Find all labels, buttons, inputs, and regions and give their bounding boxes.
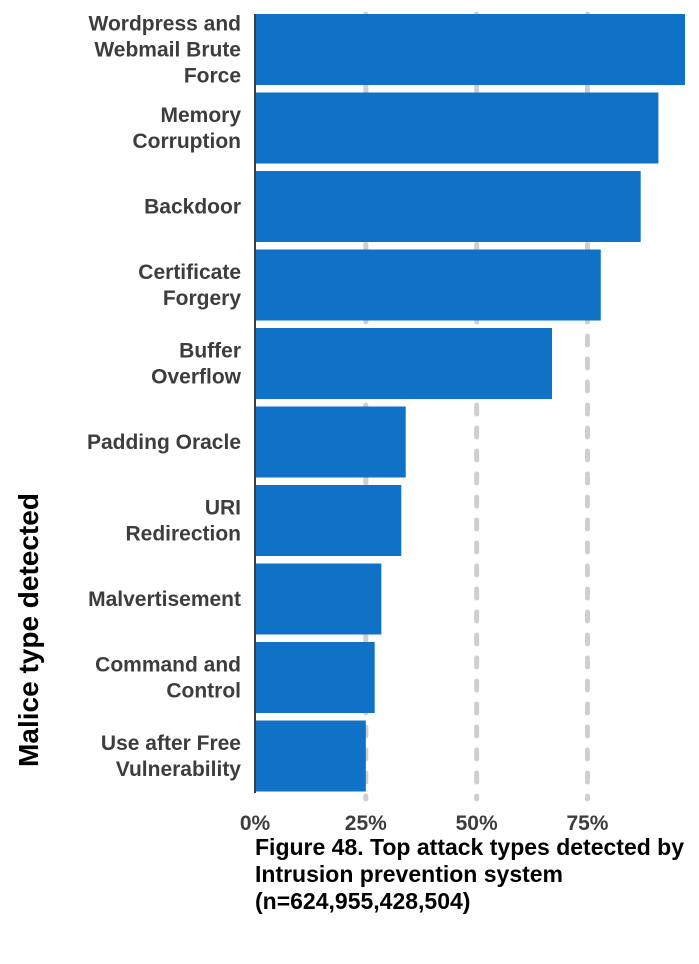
category-label-10: Use after Free Vulnerability <box>101 732 241 781</box>
x-tick-label-4: 75% <box>566 812 608 835</box>
bar-8 <box>255 563 382 635</box>
bar-10 <box>255 720 366 792</box>
bars <box>255 14 685 792</box>
category-label-7: URI Redirection <box>125 497 241 546</box>
x-tick-label-3: 50% <box>456 812 498 835</box>
x-tick-labels: 0% 25% 50% 75% <box>240 812 609 835</box>
category-label-5: Buffer Overflow <box>151 340 242 389</box>
category-label-9: Command and Control <box>95 654 241 703</box>
category-label-4: Certificate Forgery <box>138 261 241 310</box>
category-label-3: Backdoor <box>144 196 241 219</box>
category-labels: Wordpress and Webmail Brute Force Memory Cor… <box>87 13 242 782</box>
bar-7 <box>255 485 402 556</box>
y-axis-label: Malice type detected <box>13 493 44 767</box>
bar-1 <box>255 14 685 85</box>
bar-2 <box>255 92 659 164</box>
category-label-1: Wordpress and Webmail Brute Force <box>89 13 241 88</box>
bar-9 <box>255 642 375 713</box>
bar-6 <box>255 406 406 478</box>
x-tick-label-1: 0% <box>240 812 271 835</box>
x-tick-label-2: 25% <box>345 812 387 835</box>
bar-4 <box>255 249 601 321</box>
category-label-6: Padding Oracle <box>87 431 241 454</box>
bar-3 <box>255 171 641 242</box>
category-label-2: Memory Corruption <box>133 104 242 153</box>
bar-5 <box>255 328 553 399</box>
category-label-8: Malvertisement <box>88 588 241 611</box>
figure-caption: Figure 48. Top attack types detected by … <box>255 834 685 914</box>
